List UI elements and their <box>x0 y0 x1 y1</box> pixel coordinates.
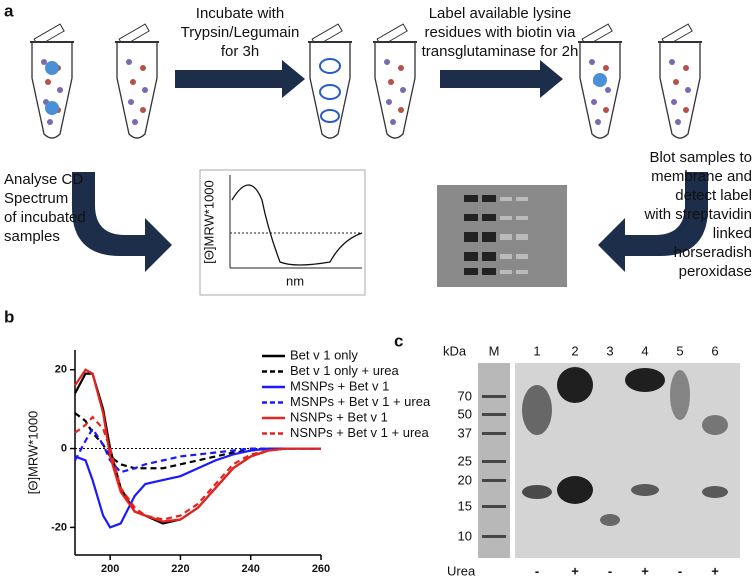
step-text: detect label <box>675 187 752 204</box>
step-text: samples <box>4 228 60 245</box>
panel-label: a <box>4 1 14 20</box>
lane-label: 3 <box>606 343 613 358</box>
step-text: Analyse CD <box>4 171 83 188</box>
series-line <box>74 415 321 521</box>
urea-sign: - <box>535 563 539 578</box>
lane-label: 1 <box>533 343 540 358</box>
y-tick-label: 0 <box>61 442 67 454</box>
step-text: residues with biotin via <box>425 24 577 41</box>
y-axis-label: [Θ]MRW*1000 <box>25 411 40 495</box>
x-tick-label: 240 <box>242 563 260 575</box>
y-tick-label: -20 <box>51 521 67 533</box>
size-label: 15 <box>458 498 472 513</box>
step-text: for 3h <box>221 43 259 60</box>
series-line <box>74 447 321 529</box>
step-text: linked <box>713 225 752 242</box>
size-label: 25 <box>458 453 472 468</box>
step-text: Blot samples to <box>649 149 752 166</box>
panel-label: b <box>4 307 14 326</box>
step-text: Trypsin/Legumain <box>181 24 300 41</box>
legend-label: NSNPs + Bet v 1 <box>290 409 388 424</box>
size-label: 50 <box>458 406 472 421</box>
panel-label: c <box>394 331 403 350</box>
step-text: Label available lysine <box>429 5 572 22</box>
step-text: peroxidase <box>679 263 752 280</box>
urea-sign: + <box>571 563 579 578</box>
legend-label: Bet v 1 only + urea <box>290 363 400 378</box>
urea-label: Urea <box>447 563 476 578</box>
urea-sign: - <box>678 563 682 578</box>
x-tick-label: 220 <box>171 563 189 575</box>
legend-label: NSNPs + Bet v 1 + urea <box>290 425 430 440</box>
urea-sign: + <box>711 563 719 578</box>
legend-label: MSNPs + Bet v 1 <box>290 378 389 393</box>
inset-y-label: [Θ]MRW*1000 <box>201 180 216 264</box>
legend-label: Bet v 1 only <box>290 347 358 362</box>
panel-a: a [Θ]MRW*1000 nm Incubate with Trypsin/Le… <box>4 1 752 296</box>
panel-b: b -20 0 20 200 220 240 260 nm [Θ]MRW*1000 Bet v 1… <box>4 307 431 580</box>
lane-label: 5 <box>676 343 683 358</box>
size-label: 37 <box>458 425 472 440</box>
lane-label: 2 <box>571 343 578 358</box>
step-text: transglutaminase for 2h <box>422 43 579 60</box>
kda-label: kDa <box>443 343 467 358</box>
x-tick-label: 260 <box>312 563 330 575</box>
series-line <box>74 368 321 523</box>
y-tick-label: 20 <box>55 364 67 376</box>
lane-label: 4 <box>641 343 648 358</box>
inset-x-label: nm <box>286 273 304 288</box>
marker-label: M <box>489 343 500 358</box>
x-tick-label: 200 <box>101 563 119 575</box>
lane-label: 6 <box>711 343 718 358</box>
series-line <box>74 412 321 470</box>
step-text: membrane and <box>651 168 752 185</box>
size-label: 20 <box>458 472 472 487</box>
size-label: 70 <box>458 388 472 403</box>
step-text: horseradish <box>674 244 752 261</box>
legend-label: MSNPs + Bet v 1 + urea <box>290 394 431 409</box>
urea-sign: - <box>608 563 612 578</box>
step-text: Spectrum <box>4 190 68 207</box>
urea-sign: + <box>641 563 649 578</box>
x-axis-label: nm <box>190 577 207 580</box>
series-line <box>74 426 321 474</box>
step-text: with streptavidin <box>643 206 752 223</box>
size-label: 10 <box>458 528 472 543</box>
step-text: Incubate with <box>196 5 284 22</box>
step-text: of incubated <box>4 209 86 226</box>
panel-c: c kDa M 1 2 3 4 5 6 70 50 37 25 20 15 10 Urea - + - + - + <box>394 331 740 578</box>
